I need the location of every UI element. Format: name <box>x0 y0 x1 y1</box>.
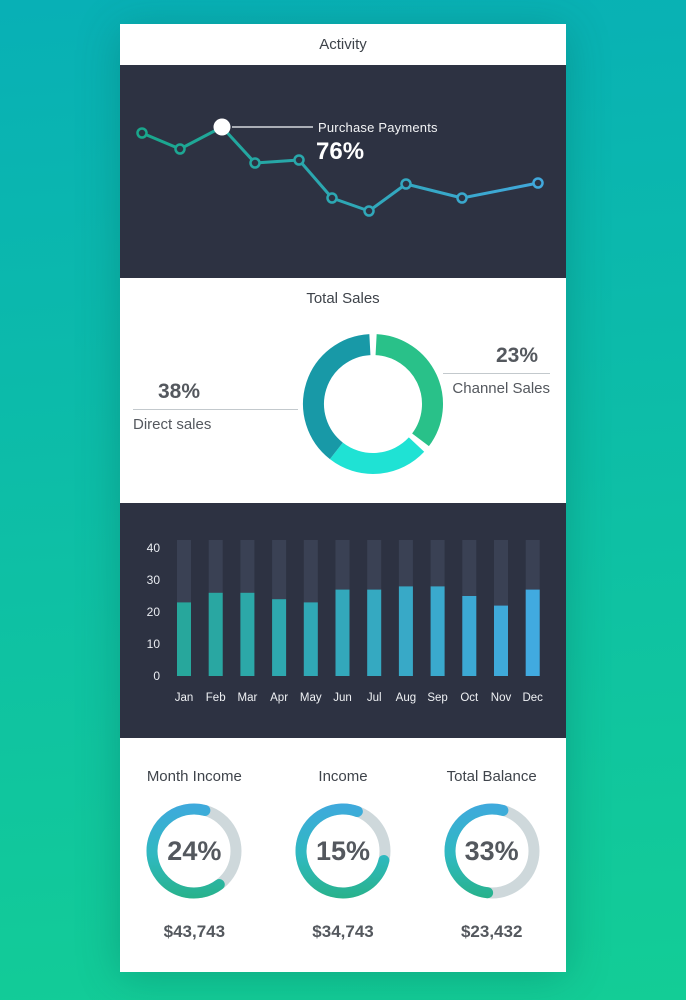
channel-sales-value: 23% <box>495 344 538 367</box>
svg-text:10: 10 <box>147 637 161 651</box>
gauges-section: Month Income 24% $43,743 Income 15% $34,… <box>120 738 566 972</box>
gauge-label: Income <box>318 768 368 785</box>
total-sales-title: Total Sales <box>306 290 380 307</box>
svg-text:Apr: Apr <box>270 692 288 704</box>
gauge-amount: $23,432 <box>460 922 523 941</box>
gauge-ring-wrap: 15% <box>288 796 398 906</box>
svg-text:May: May <box>300 692 322 704</box>
purchase-payments-value: 76% <box>316 138 365 165</box>
gauge-label: Month Income <box>146 768 242 785</box>
channel-sales-callout: 23% Channel Sales <box>443 345 550 397</box>
activity-title: Activity <box>319 36 367 53</box>
svg-text:Jun: Jun <box>333 692 352 704</box>
line-chart-panel: Purchase Payments 76% <box>120 65 566 278</box>
svg-text:Sep: Sep <box>427 692 447 704</box>
gauge-income: Income 15% $34,743 <box>269 738 418 972</box>
gauge-ring-wrap: 33% <box>437 796 547 906</box>
gauge-ring <box>295 803 391 899</box>
gauge-percent: 24% <box>167 835 222 866</box>
bar-chart-canvas: 0 10 20 30 40 Jan Feb Mar Apr May Jun Jul Aug Sep Oct N… <box>147 540 543 704</box>
direct-sales-label: Direct sales <box>133 416 212 433</box>
gauge-month-income: Month Income 24% $43,743 <box>120 738 269 972</box>
svg-text:Aug: Aug <box>396 692 416 704</box>
purchase-payments-label: Purchase Payments <box>318 120 438 135</box>
channel-sales-rule <box>443 373 550 374</box>
svg-text:Jan: Jan <box>175 692 194 704</box>
svg-text:40: 40 <box>147 541 161 555</box>
direct-sales-callout: 38% Direct sales <box>133 381 298 433</box>
line-chart-canvas <box>136 118 544 217</box>
direct-sales-value: 38% <box>158 380 201 403</box>
dashboard-card: Activity Purchase Payments 76% Total Sal… <box>120 24 566 972</box>
svg-text:20: 20 <box>147 605 161 619</box>
gauge-percent: 33% <box>464 835 519 866</box>
svg-text:Oct: Oct <box>460 692 479 704</box>
total-sales-section: Total Sales 38% Direct sales 23% Channel… <box>120 278 566 503</box>
gauge-ring <box>444 803 540 899</box>
card-header: Activity <box>120 24 566 65</box>
bar-chart-panel: 0 10 20 30 40 Jan Feb Mar Apr May Jun Jul Aug Sep Oct N… <box>120 503 566 738</box>
gauge-percent: 15% <box>315 835 371 866</box>
svg-text:Nov: Nov <box>491 692 512 704</box>
gauge-amount: $34,743 <box>312 922 374 941</box>
svg-text:Dec: Dec <box>522 692 543 704</box>
direct-sales-rule <box>133 409 298 410</box>
svg-text:Feb: Feb <box>206 692 226 704</box>
svg-text:30: 30 <box>147 573 161 587</box>
svg-text:Mar: Mar <box>237 692 257 704</box>
svg-text:Jul: Jul <box>367 692 382 704</box>
gauge-ring-wrap: 24% <box>139 796 249 906</box>
svg-text:0: 0 <box>153 669 160 683</box>
gauge-total-balance: Total Balance 33% $23,432 <box>417 738 566 972</box>
gauge-label: Total Balance <box>446 768 537 785</box>
gauge-amount: $43,743 <box>163 922 226 941</box>
channel-sales-label: Channel Sales <box>452 380 550 397</box>
gauge-ring <box>146 803 242 899</box>
donut-chart <box>303 334 443 474</box>
